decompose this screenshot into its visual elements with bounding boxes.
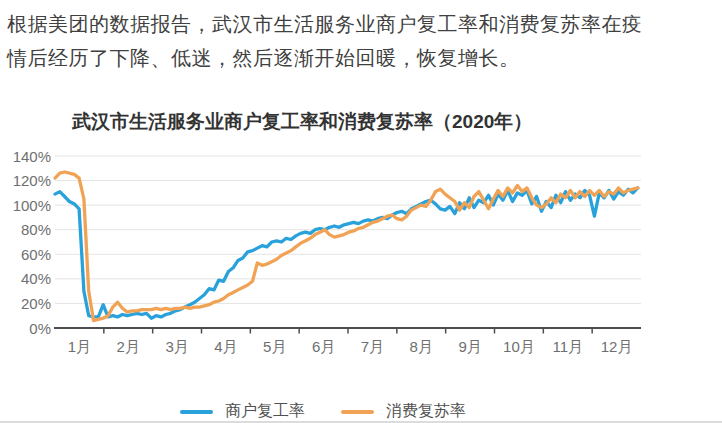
x-axis-label: 6月 [312,338,335,355]
y-axis-label: 40% [21,270,51,287]
y-axis-label: 100% [13,197,51,214]
line-chart: 0% 20% 40% 60% 80% 100% 120% 140% 1月 2月 3月 4月 5月 6月 7月… [0,0,722,423]
legend-label-consumption: 消费复苏率 [386,401,466,422]
x-axis-label: 1月 [68,338,91,355]
consumption-line-swatch [341,410,374,415]
y-axis-label: 60% [21,246,51,263]
x-axis-label: 3月 [165,338,188,355]
x-axis-label: 2月 [117,338,140,355]
x-axis-label: 11月 [552,338,583,355]
legend-item-merchant: 商户复工率 [180,401,305,422]
x-axis-label: 12月 [601,338,633,355]
y-axis-label: 80% [21,221,51,238]
page: 根据美团的数据报告，武汉市生活服务业商户复工率和消费复苏率在疫情后经历了下降、低… [0,0,722,423]
x-axis-label: 7月 [361,338,384,355]
chart-legend: 商户复工率 消费复苏率 [180,402,466,420]
y-axis-label: 140% [13,148,51,165]
consumption-recovery-line [55,172,638,321]
y-axis-label: 20% [21,295,51,312]
y-axis-label: 0% [29,320,51,337]
x-axis-label: 4月 [214,338,237,355]
y-axis-label: 120% [13,172,51,189]
merchant-reopen-line [55,188,638,318]
x-axis-label: 5月 [263,338,286,355]
x-axis-label: 8月 [410,338,433,355]
merchant-line-swatch [180,410,213,415]
legend-label-merchant: 商户复工率 [225,401,305,422]
x-axis-label: 10月 [503,338,535,355]
legend-item-consumption: 消费复苏率 [341,401,466,422]
x-axis-label: 9月 [458,338,481,355]
